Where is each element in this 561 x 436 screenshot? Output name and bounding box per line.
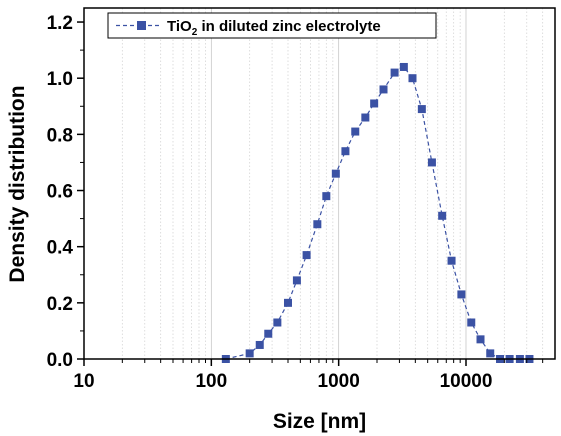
legend: TiO2 in diluted zinc electrolyte	[107, 12, 437, 39]
data-point	[486, 349, 495, 358]
data-point	[313, 220, 322, 229]
series-line	[225, 66, 530, 360]
data-point	[283, 298, 292, 307]
y-tick-label: 0.4	[47, 238, 74, 259]
y-tick-label: 0.2	[47, 294, 73, 315]
x-tick-label: 10	[73, 371, 94, 392]
data-point	[399, 62, 408, 71]
data-point	[255, 340, 264, 349]
data-point	[273, 318, 282, 327]
y-axis-ticks: 0.0 0.2 0.4 0.6 0.8 1.0 1.2	[47, 13, 84, 371]
legend-marker	[137, 21, 146, 30]
data-point	[408, 74, 417, 83]
data-markers	[221, 62, 534, 363]
data-point	[351, 127, 360, 136]
data-point	[390, 68, 399, 77]
data-point	[322, 192, 331, 201]
y-tick-label: 1.2	[47, 13, 73, 34]
data-point	[341, 147, 350, 156]
grid	[121, 8, 544, 359]
data-point	[245, 349, 254, 358]
data-point	[302, 251, 311, 260]
data-point	[264, 329, 273, 338]
y-tick-label: 0.8	[47, 125, 73, 146]
x-tick-label: 1000	[318, 371, 360, 392]
y-tick-label: 0.0	[47, 350, 73, 371]
x-axis-title: Size [nm]	[273, 410, 366, 433]
data-point	[476, 335, 485, 344]
data-point	[417, 105, 426, 114]
y-tick-label: 0.6	[47, 182, 73, 203]
data-point	[379, 85, 388, 94]
x-tick-label: 100	[195, 371, 227, 392]
data-point	[370, 99, 379, 108]
y-axis-title: Density distribution	[6, 85, 29, 282]
legend-label: TiO2 in diluted zinc electrolyte	[167, 18, 381, 38]
x-tick-label: 10000	[440, 371, 493, 392]
data-point	[361, 113, 370, 122]
x-axis-ticks: 10 100 1000 10000	[73, 359, 544, 392]
data-point	[331, 169, 340, 178]
series-line	[225, 66, 530, 360]
data-point	[457, 290, 466, 299]
data-point	[438, 211, 447, 220]
y-tick-label: 1.0	[47, 69, 73, 90]
data-point	[292, 276, 301, 285]
plot-frame	[83, 7, 556, 360]
data-point	[427, 158, 436, 167]
data-point	[447, 256, 456, 265]
data-point	[467, 318, 476, 327]
legend-box	[107, 12, 437, 39]
